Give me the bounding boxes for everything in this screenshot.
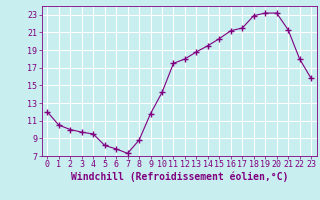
X-axis label: Windchill (Refroidissement éolien,°C): Windchill (Refroidissement éolien,°C) [70,172,288,182]
